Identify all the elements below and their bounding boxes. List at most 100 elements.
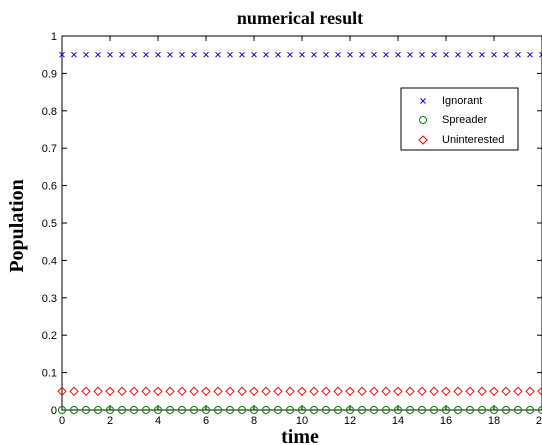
- data-point-uninterested: [393, 386, 403, 397]
- data-point-uninterested: [225, 386, 235, 397]
- data-point-ignorant: [515, 51, 521, 58]
- data-point-spreader: [358, 406, 366, 414]
- data-point-ignorant: [311, 51, 317, 58]
- data-point-uninterested: [513, 386, 523, 397]
- data-point-uninterested: [525, 386, 535, 397]
- y-tick-label: 0.2: [42, 330, 57, 342]
- data-point-ignorant: [239, 51, 245, 58]
- data-point-spreader: [310, 406, 318, 414]
- data-point-uninterested: [153, 386, 163, 397]
- legend: Ignorant Spreader Uninterested: [400, 87, 519, 151]
- data-point-uninterested: [357, 386, 367, 397]
- data-point-spreader: [442, 406, 450, 414]
- data-point-uninterested: [57, 386, 67, 397]
- data-point-spreader: [454, 406, 462, 414]
- data-point-ignorant: [491, 51, 497, 58]
- data-point-spreader: [322, 406, 330, 414]
- data-point-ignorant: [323, 51, 329, 58]
- x-tick-label: 8: [251, 415, 257, 427]
- data-point-uninterested: [141, 386, 151, 397]
- data-point-uninterested: [489, 386, 499, 397]
- data-point-uninterested: [129, 386, 139, 397]
- legend-marker-uninterested: [418, 135, 428, 145]
- legend-label-ignorant: Ignorant: [442, 95, 482, 107]
- data-point-ignorant: [503, 51, 509, 58]
- data-point-uninterested: [117, 386, 127, 397]
- x-tick-label: 20: [536, 415, 542, 427]
- data-point-ignorant: [479, 51, 485, 58]
- series-marks: [57, 51, 542, 414]
- data-point-uninterested: [189, 386, 199, 397]
- data-point-ignorant: [95, 51, 101, 58]
- series-ignorant: [59, 51, 542, 58]
- x-tick-label: 6: [203, 415, 209, 427]
- data-point-ignorant: [299, 51, 305, 58]
- data-point-uninterested: [369, 386, 379, 397]
- data-point-uninterested: [453, 386, 463, 397]
- series-spreader: [58, 406, 542, 414]
- data-point-spreader: [94, 406, 102, 414]
- x-tick-label: 10: [296, 415, 308, 427]
- data-point-ignorant: [467, 51, 473, 58]
- data-point-uninterested: [465, 386, 475, 397]
- data-point-spreader: [406, 406, 414, 414]
- chart-title: numerical result: [237, 8, 363, 28]
- data-point-spreader: [502, 406, 510, 414]
- data-point-spreader: [250, 406, 258, 414]
- x-tick-label: 12: [344, 415, 356, 427]
- data-point-ignorant: [419, 51, 425, 58]
- data-point-spreader: [106, 406, 114, 414]
- data-point-uninterested: [381, 386, 391, 397]
- data-point-ignorant: [203, 51, 209, 58]
- data-point-spreader: [418, 406, 426, 414]
- data-point-ignorant: [71, 51, 77, 58]
- data-point-spreader: [202, 406, 210, 414]
- data-point-ignorant: [527, 51, 533, 58]
- data-point-spreader: [286, 406, 294, 414]
- data-point-uninterested: [261, 386, 271, 397]
- data-point-uninterested: [429, 386, 439, 397]
- data-point-uninterested: [81, 386, 91, 397]
- data-point-ignorant: [215, 51, 221, 58]
- data-point-ignorant: [395, 51, 401, 58]
- data-point-uninterested: [501, 386, 511, 397]
- data-point-uninterested: [333, 386, 343, 397]
- y-tick-label: 0.7: [42, 143, 57, 155]
- data-point-uninterested: [165, 386, 175, 397]
- data-point-ignorant: [431, 51, 437, 58]
- y-tick-label: 0.3: [42, 293, 57, 305]
- data-point-spreader: [262, 406, 270, 414]
- data-point-uninterested: [477, 386, 487, 397]
- data-point-spreader: [70, 406, 78, 414]
- y-tick-label: 0.6: [42, 181, 57, 193]
- data-point-spreader: [274, 406, 282, 414]
- data-point-ignorant: [155, 51, 161, 58]
- legend-markers: [418, 98, 428, 145]
- legend-label-spreader: Spreader: [442, 114, 488, 126]
- data-point-spreader: [394, 406, 402, 414]
- y-tick-label: 0.8: [42, 106, 57, 118]
- legend-marker-ignorant: [420, 98, 426, 104]
- x-tick-label: 16: [440, 415, 452, 427]
- data-point-ignorant: [455, 51, 461, 58]
- data-point-ignorant: [443, 51, 449, 58]
- data-point-ignorant: [143, 51, 149, 58]
- data-point-ignorant: [275, 51, 281, 58]
- data-point-ignorant: [179, 51, 185, 58]
- data-point-spreader: [466, 406, 474, 414]
- data-point-uninterested: [321, 386, 331, 397]
- data-point-uninterested: [249, 386, 259, 397]
- data-point-ignorant: [287, 51, 293, 58]
- data-point-spreader: [142, 406, 150, 414]
- data-point-uninterested: [93, 386, 103, 397]
- data-point-ignorant: [263, 51, 269, 58]
- data-point-uninterested: [285, 386, 295, 397]
- data-point-ignorant: [359, 51, 365, 58]
- data-point-spreader: [178, 406, 186, 414]
- data-point-uninterested: [273, 386, 283, 397]
- data-point-spreader: [334, 406, 342, 414]
- y-tick-label: 0.4: [42, 255, 57, 267]
- x-tick-label: 14: [392, 415, 404, 427]
- x-tick-label: 0: [59, 415, 65, 427]
